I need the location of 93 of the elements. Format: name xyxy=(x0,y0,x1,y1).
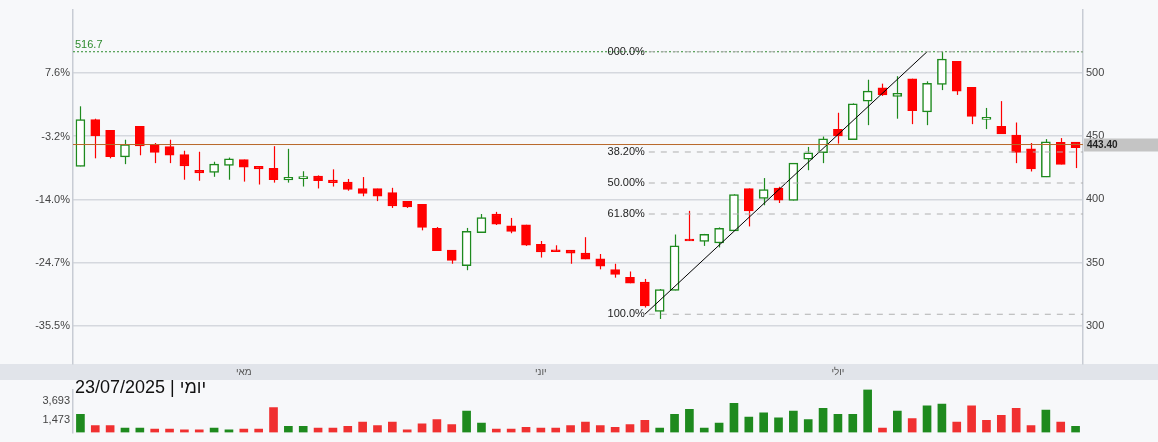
candlestick xyxy=(90,118,101,159)
candlestick xyxy=(179,150,190,181)
bar xyxy=(774,417,783,433)
bar xyxy=(789,410,798,433)
text: יומי | 23/07/2025 xyxy=(75,377,207,398)
candlestick xyxy=(164,139,175,164)
bar xyxy=(625,424,635,433)
annotation: 61.80% xyxy=(607,207,646,220)
y-tick-label: 450 xyxy=(1086,129,1105,142)
annotation: 38.20% xyxy=(607,145,646,158)
bar xyxy=(670,414,679,433)
candlestick xyxy=(283,148,294,184)
candlestick xyxy=(654,288,665,320)
bar xyxy=(699,427,709,433)
bar xyxy=(759,412,768,433)
bar xyxy=(462,410,471,433)
bar xyxy=(566,425,575,433)
y2-tick-label: -35.5% xyxy=(35,319,71,332)
candlestick xyxy=(253,165,264,186)
bar xyxy=(907,418,917,433)
x-tick-label: יולי xyxy=(831,365,845,377)
candlestick xyxy=(640,278,650,309)
bar xyxy=(1071,426,1080,433)
bar xyxy=(1026,425,1036,433)
bar xyxy=(952,421,962,433)
candlestick xyxy=(120,139,130,165)
y-tick-label: 3,693 xyxy=(42,393,70,406)
x-tick-label: מאי xyxy=(235,365,252,377)
bar xyxy=(269,407,278,433)
candlestick xyxy=(387,187,398,209)
bar xyxy=(284,426,293,433)
candlestick xyxy=(149,142,160,164)
y2-tick-label: -24.7% xyxy=(35,255,71,268)
bar xyxy=(581,421,590,433)
bar xyxy=(848,414,858,433)
annotation: 50.00% xyxy=(607,176,646,189)
y-tick-label: 350 xyxy=(1086,255,1105,268)
bar xyxy=(373,425,382,433)
candlestick xyxy=(1026,142,1036,173)
candlestick xyxy=(996,100,1007,135)
bar xyxy=(729,402,739,433)
bar xyxy=(1056,421,1066,433)
bar xyxy=(90,425,100,433)
bar xyxy=(967,405,976,433)
bar xyxy=(744,416,754,433)
bar xyxy=(818,408,828,433)
y-tick-label: 300 xyxy=(1086,319,1105,332)
ref-line-label: 443.40 xyxy=(1087,139,1119,151)
bar xyxy=(432,419,442,433)
candlestick xyxy=(981,107,992,130)
bar xyxy=(893,410,902,433)
annotation: 100.0% xyxy=(607,307,646,320)
bar xyxy=(595,425,605,433)
bar xyxy=(655,427,665,433)
candlestick xyxy=(268,145,279,184)
bar xyxy=(863,389,872,433)
y2-tick-label: 7.6% xyxy=(44,66,71,79)
annotation: 000.0% xyxy=(607,44,646,57)
y2-tick-label: -14.0% xyxy=(35,193,71,206)
bar xyxy=(358,421,367,433)
y-tick-label: 1,473 xyxy=(42,412,70,425)
candlestick xyxy=(862,79,873,126)
candlestick xyxy=(758,177,769,206)
bar xyxy=(105,425,115,433)
bar xyxy=(685,408,694,433)
bar xyxy=(76,414,85,433)
bar xyxy=(996,414,1006,433)
bar xyxy=(982,420,991,433)
x-tick-label: יוני xyxy=(535,365,547,377)
candlestick xyxy=(194,151,205,182)
bar xyxy=(477,422,486,433)
y-tick-label: 400 xyxy=(1086,192,1105,205)
bar xyxy=(388,421,397,433)
bar xyxy=(1011,408,1021,433)
y2-tick-label: -3.2% xyxy=(41,129,71,142)
bar xyxy=(298,426,308,433)
bar xyxy=(937,403,947,433)
candlestick xyxy=(714,226,724,249)
bar xyxy=(1041,409,1051,433)
candlestick xyxy=(476,213,487,234)
candlestick xyxy=(803,146,814,171)
ref-line-label: 516.7 xyxy=(75,38,103,51)
candlestick xyxy=(743,187,754,228)
candlestick xyxy=(432,226,442,252)
bar xyxy=(833,414,843,433)
bar xyxy=(640,420,650,433)
bar xyxy=(447,424,457,433)
candlestick xyxy=(417,203,427,231)
bar xyxy=(343,426,353,433)
bar xyxy=(803,419,813,433)
bar xyxy=(551,427,561,433)
bar xyxy=(878,427,887,433)
y-tick-label: 500 xyxy=(1086,65,1105,78)
